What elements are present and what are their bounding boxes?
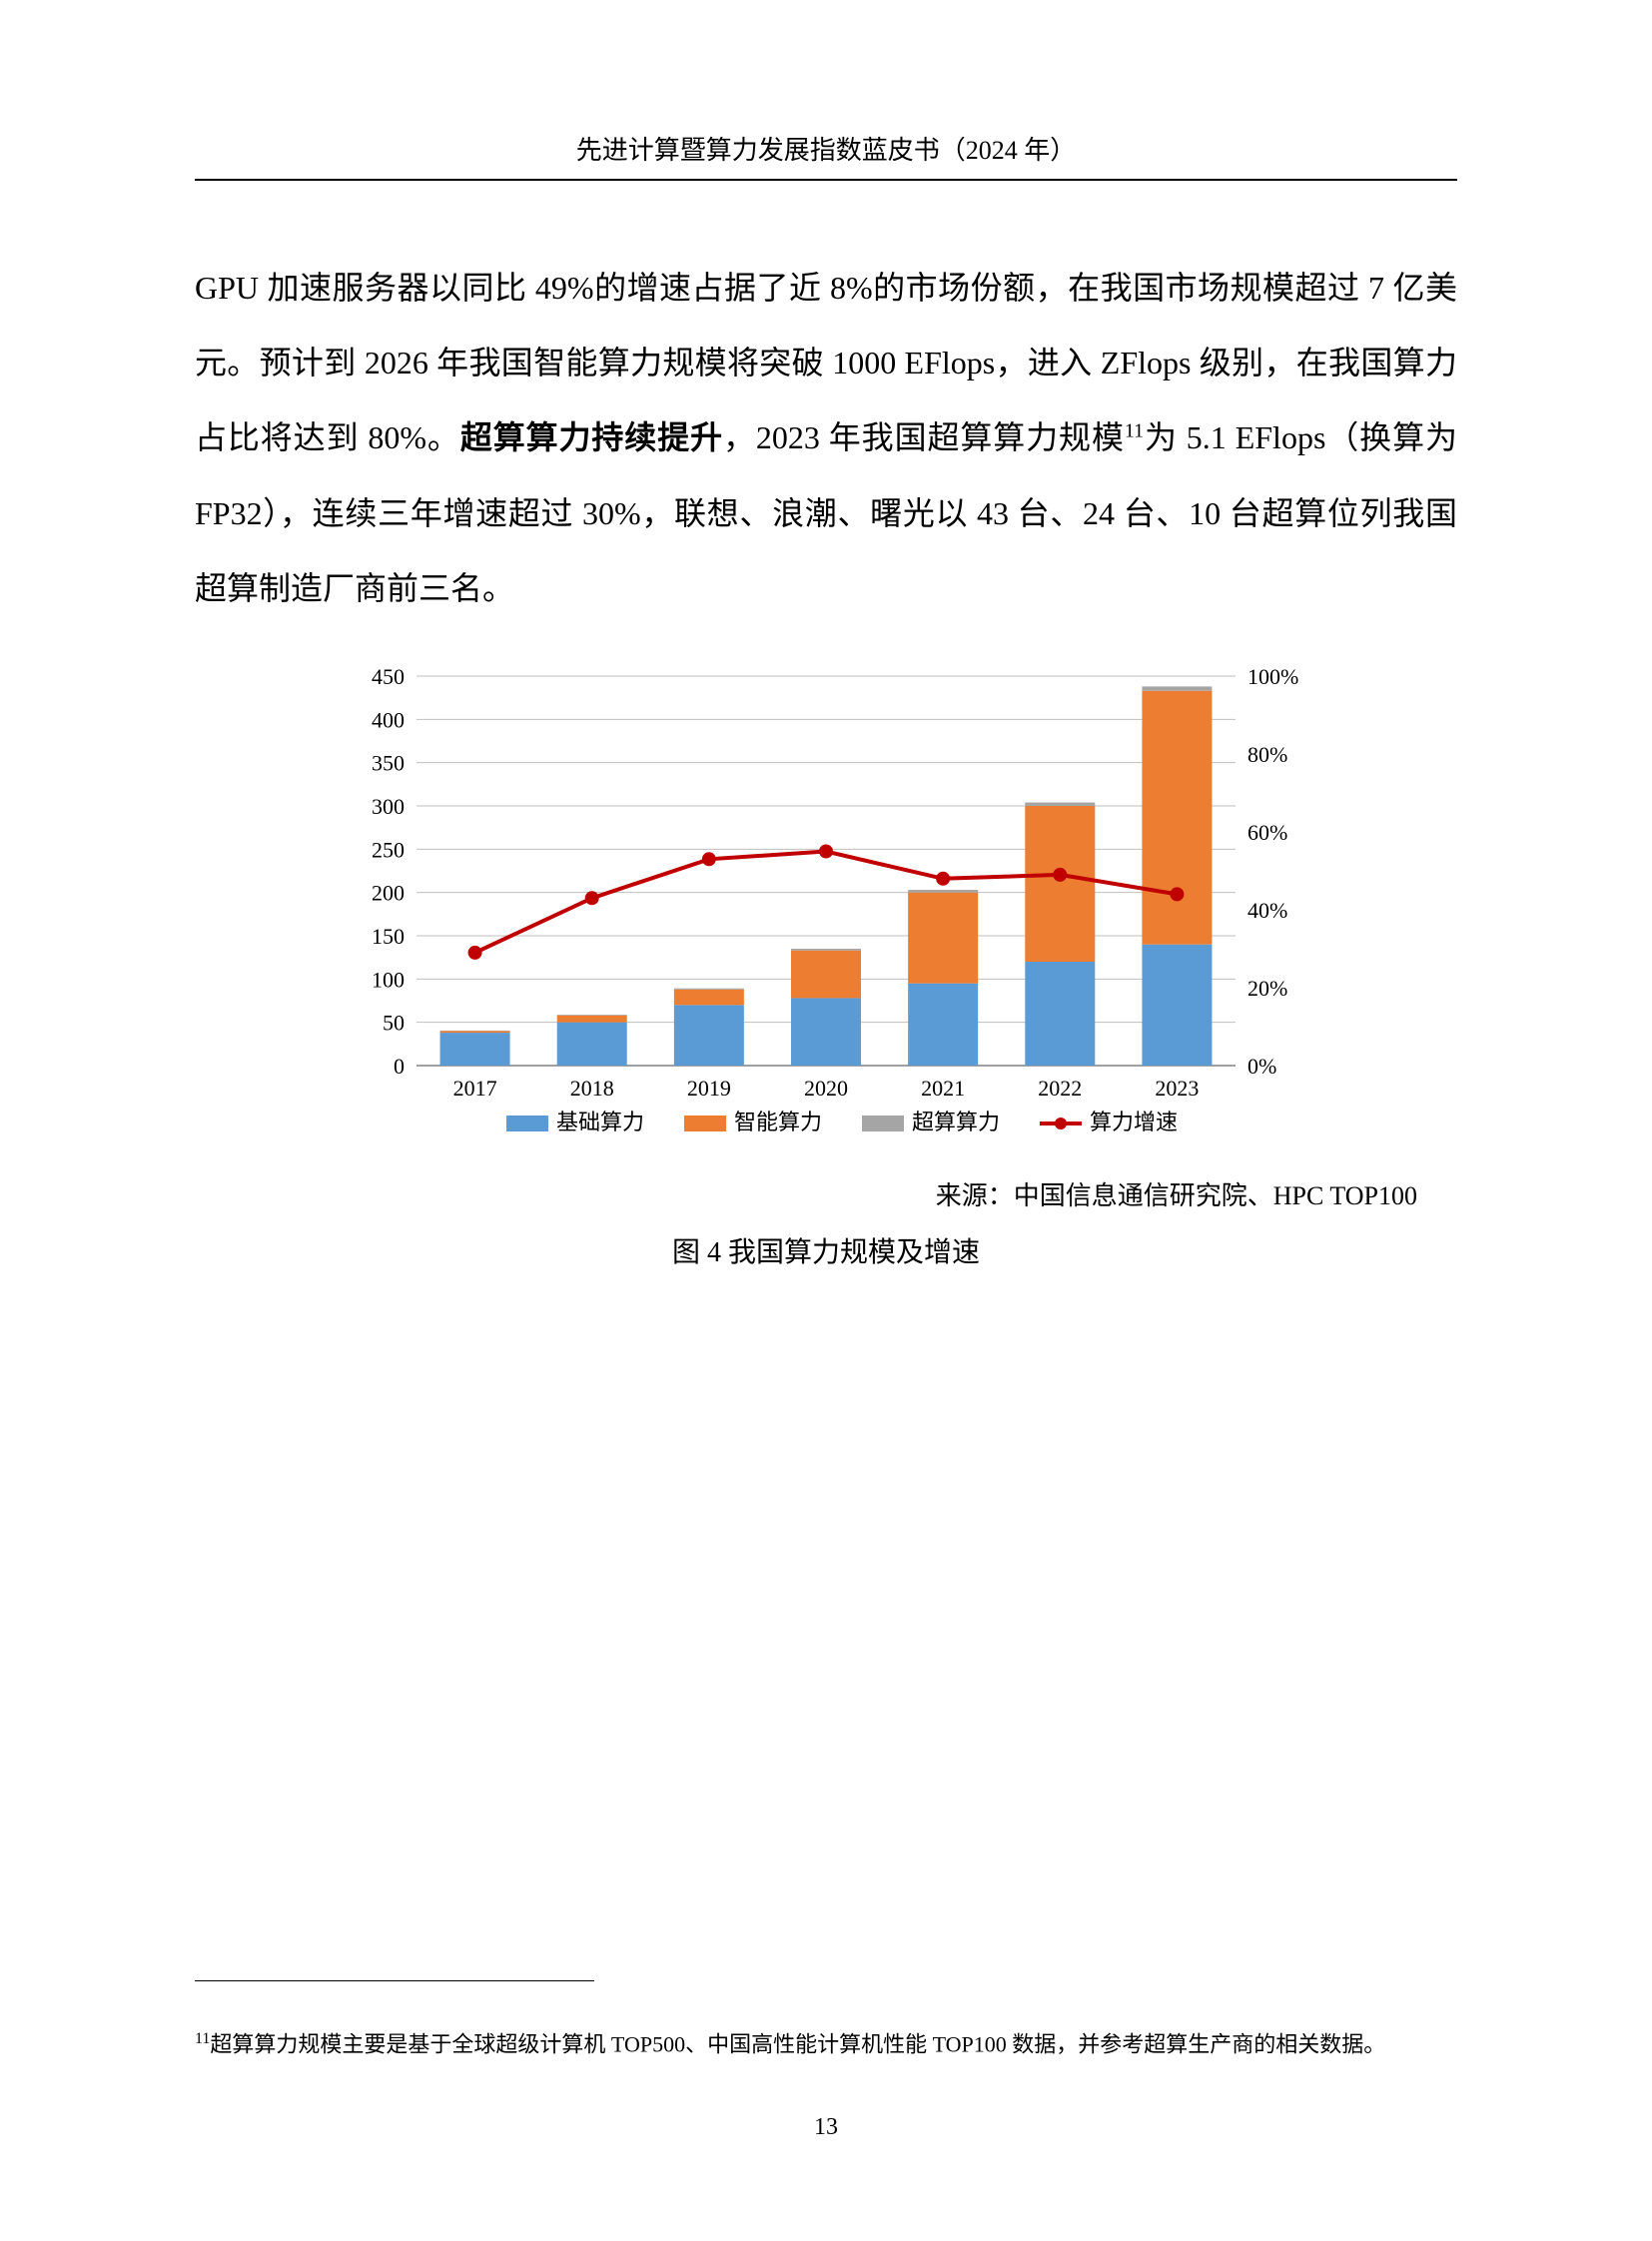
svg-text:150: 150 (372, 924, 405, 949)
footnote-separator (195, 1980, 594, 1981)
page-number: 13 (0, 2114, 1652, 2141)
svg-text:300: 300 (372, 794, 405, 819)
svg-text:80%: 80% (1247, 742, 1287, 767)
computing-power-chart: 0 50 100 150 200 250 300 350 400 450 0% 20% 40% 60% 80… (327, 656, 1325, 1155)
svg-text:60%: 60% (1247, 820, 1287, 845)
chart-source: 来源：中国信息通信研究院、HPC TOP100 (195, 1175, 1457, 1212)
svg-text:250: 250 (372, 837, 405, 862)
paragraph-bold: 超算算力持续提升 (460, 419, 723, 455)
svg-text:超算算力: 超算算力 (912, 1110, 1000, 1134)
svg-text:0: 0 (394, 1054, 405, 1079)
svg-text:2020: 2020 (804, 1076, 848, 1101)
svg-text:350: 350 (372, 751, 405, 776)
svg-text:100%: 100% (1247, 664, 1298, 689)
footnote-number: 11 (195, 2030, 210, 2047)
footnote-ref: 11 (1125, 420, 1144, 442)
chart-caption: 图 4 我国算力规模及增速 (195, 1230, 1457, 1270)
svg-text:2018: 2018 (570, 1076, 614, 1101)
page-header: 先进计算暨算力发展指数蓝皮书（2024 年） (195, 130, 1457, 181)
svg-text:基础算力: 基础算力 (556, 1110, 644, 1134)
svg-text:100: 100 (372, 967, 405, 992)
svg-text:2023: 2023 (1155, 1076, 1199, 1101)
svg-text:算力增速: 算力增速 (1090, 1110, 1178, 1134)
svg-text:20%: 20% (1247, 976, 1287, 1001)
svg-text:50: 50 (383, 1011, 405, 1036)
chart-container: 0 50 100 150 200 250 300 350 400 450 0% 20% 40% 60% 80… (317, 656, 1335, 1155)
paragraph-part2: ，2023 年我国超算算力规模 (723, 419, 1125, 455)
svg-text:200: 200 (372, 881, 405, 906)
svg-text:2021: 2021 (921, 1076, 965, 1101)
footnote: 11超算算力规模主要是基于全球超级计算机 TOP500、中国高性能计算机性能 T… (195, 2027, 1457, 2061)
svg-text:40%: 40% (1247, 898, 1287, 923)
svg-text:400: 400 (372, 707, 405, 732)
svg-text:450: 450 (372, 664, 405, 689)
svg-text:2022: 2022 (1038, 1076, 1082, 1101)
footnote-text: 超算算力规模主要是基于全球超级计算机 TOP500、中国高性能计算机性能 TOP… (210, 2031, 1385, 2056)
svg-text:智能算力: 智能算力 (734, 1110, 822, 1134)
svg-text:0%: 0% (1247, 1054, 1276, 1079)
svg-text:2019: 2019 (687, 1076, 731, 1101)
svg-text:2017: 2017 (453, 1076, 497, 1101)
body-paragraph: GPU 加速服务器以同比 49%的增速占据了近 8%的市场份额，在我国市场规模超… (195, 251, 1457, 626)
